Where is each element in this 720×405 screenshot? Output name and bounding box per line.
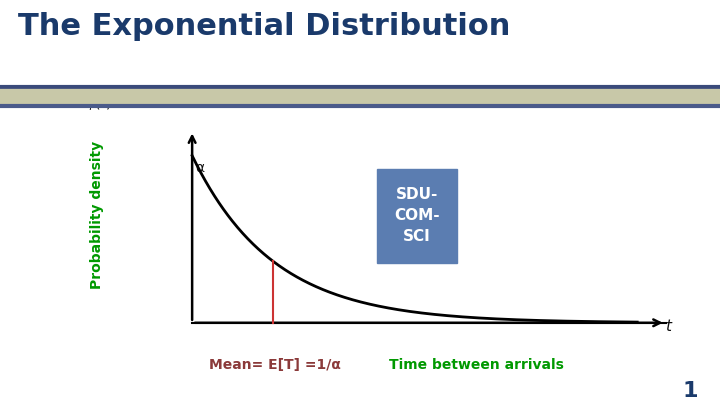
- Text: Mean= E[T] =1/α: Mean= E[T] =1/α: [209, 358, 341, 373]
- Text: t: t: [665, 320, 671, 335]
- FancyBboxPatch shape: [377, 169, 456, 262]
- Text: SDU-
COM-
SCI: SDU- COM- SCI: [394, 187, 439, 244]
- Text: 1: 1: [683, 381, 698, 401]
- Text: Probability density: Probability density: [90, 141, 104, 289]
- Text: α: α: [195, 161, 204, 175]
- Text: $f_T(t)$: $f_T(t)$: [83, 96, 111, 113]
- Text: The Exponential Distribution: The Exponential Distribution: [18, 12, 510, 41]
- Text: Time between arrivals: Time between arrivals: [389, 358, 564, 373]
